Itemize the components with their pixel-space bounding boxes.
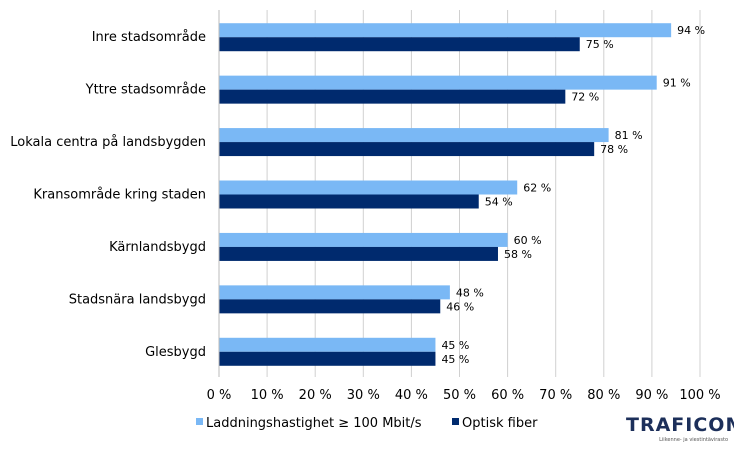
category-label: Yttre stadsområde <box>85 83 206 98</box>
data-label: 46 % <box>446 300 474 313</box>
category-label: Kransområde kring staden <box>33 188 206 203</box>
bar <box>219 142 595 157</box>
data-label: 60 % <box>514 234 542 247</box>
data-label: 94 % <box>677 24 705 37</box>
bar <box>219 37 580 52</box>
bar <box>219 194 479 209</box>
data-label: 62 % <box>523 182 551 195</box>
x-tick-label: 10 % <box>251 388 284 403</box>
legend-swatch <box>196 418 203 425</box>
bar <box>219 299 441 314</box>
bar <box>219 232 508 247</box>
category-label: Stadsnära landsbygd <box>69 292 206 307</box>
data-label: 45 % <box>441 353 469 366</box>
x-tick-label: 40 % <box>395 388 428 403</box>
bar <box>219 128 609 143</box>
data-label: 58 % <box>504 248 532 261</box>
traficom-logo: TRAFICOM <box>626 414 734 436</box>
x-tick-label: 20 % <box>299 388 332 403</box>
x-tick-label: 90 % <box>635 388 668 403</box>
category-label: Glesbygd <box>145 345 206 360</box>
data-label: 54 % <box>485 196 513 209</box>
legend-label: Laddningshastighet ≥ 100 Mbit/s <box>206 416 422 431</box>
x-tick-label: 70 % <box>539 388 572 403</box>
x-tick-label: 30 % <box>347 388 380 403</box>
x-tick-label: 50 % <box>443 388 476 403</box>
logo-subtitle: Liikenne- ja viestintävirasto <box>659 437 728 443</box>
bar <box>219 23 672 38</box>
data-label: 78 % <box>600 143 628 156</box>
x-tick-label: 60 % <box>491 388 524 403</box>
data-label: 45 % <box>441 339 469 352</box>
bar <box>219 351 436 366</box>
bar <box>219 180 518 195</box>
legend-swatch <box>452 418 459 425</box>
data-label: 75 % <box>586 38 614 51</box>
category-label: Inre stadsområde <box>92 30 206 45</box>
x-tick-label: 0 % <box>207 388 232 403</box>
data-label: 72 % <box>571 91 599 104</box>
bar <box>219 89 566 104</box>
bar <box>219 75 657 90</box>
data-label: 81 % <box>615 129 643 142</box>
legend-label: Optisk fiber <box>462 416 538 431</box>
bar <box>219 246 498 261</box>
category-label: Kärnlandsbygd <box>109 240 206 255</box>
category-label: Lokala centra på landsbygden <box>10 135 206 150</box>
data-label: 91 % <box>663 77 691 90</box>
bar <box>219 285 450 300</box>
x-tick-label: 100 % <box>679 388 720 403</box>
bar <box>219 337 436 352</box>
data-label: 48 % <box>456 286 484 299</box>
x-tick-label: 80 % <box>587 388 620 403</box>
